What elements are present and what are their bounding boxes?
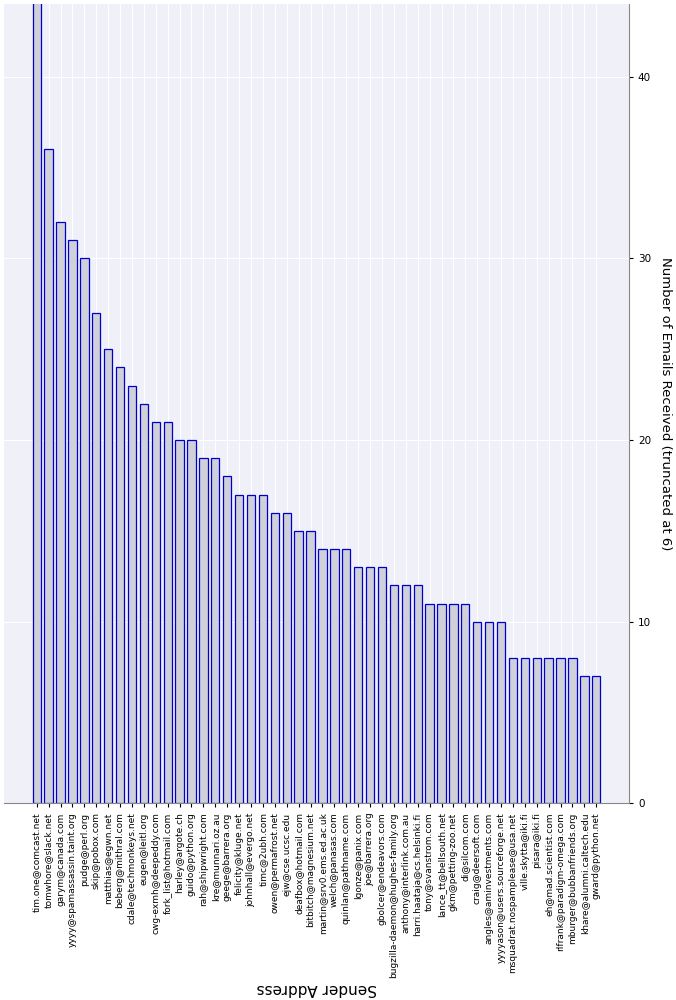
Bar — [473, 622, 481, 803]
Bar — [437, 604, 445, 803]
Bar — [92, 313, 101, 803]
Bar — [295, 531, 303, 803]
Bar — [223, 476, 231, 803]
Bar — [402, 585, 410, 803]
Bar — [306, 531, 315, 803]
Bar — [151, 422, 160, 803]
Bar — [211, 458, 220, 803]
Bar — [56, 222, 65, 803]
Bar — [32, 0, 41, 803]
Bar — [140, 404, 148, 803]
Bar — [390, 585, 398, 803]
Bar — [330, 549, 339, 803]
Bar — [116, 367, 124, 803]
X-axis label: Sender Address: Sender Address — [256, 981, 377, 996]
Bar — [378, 567, 386, 803]
Bar — [164, 422, 172, 803]
Bar — [366, 567, 375, 803]
Bar — [318, 549, 327, 803]
Bar — [259, 495, 267, 803]
Bar — [461, 604, 470, 803]
Bar — [592, 676, 600, 803]
Bar — [533, 658, 541, 803]
Bar — [569, 658, 577, 803]
Bar — [247, 495, 256, 803]
Bar — [235, 495, 243, 803]
Bar — [68, 240, 76, 803]
Bar — [450, 604, 458, 803]
Y-axis label: Number of Emails Received (truncated at 6): Number of Emails Received (truncated at … — [659, 257, 672, 550]
Bar — [354, 567, 362, 803]
Bar — [80, 258, 89, 803]
Bar — [187, 440, 195, 803]
Bar — [485, 622, 493, 803]
Bar — [497, 622, 505, 803]
Bar — [556, 658, 564, 803]
Bar — [45, 149, 53, 803]
Bar — [176, 440, 184, 803]
Bar — [283, 513, 291, 803]
Bar — [199, 458, 208, 803]
Bar — [128, 386, 136, 803]
Bar — [342, 549, 350, 803]
Bar — [509, 658, 517, 803]
Bar — [580, 676, 589, 803]
Bar — [544, 658, 553, 803]
Bar — [414, 585, 422, 803]
Bar — [425, 604, 434, 803]
Bar — [104, 349, 112, 803]
Bar — [521, 658, 529, 803]
Bar — [270, 513, 279, 803]
